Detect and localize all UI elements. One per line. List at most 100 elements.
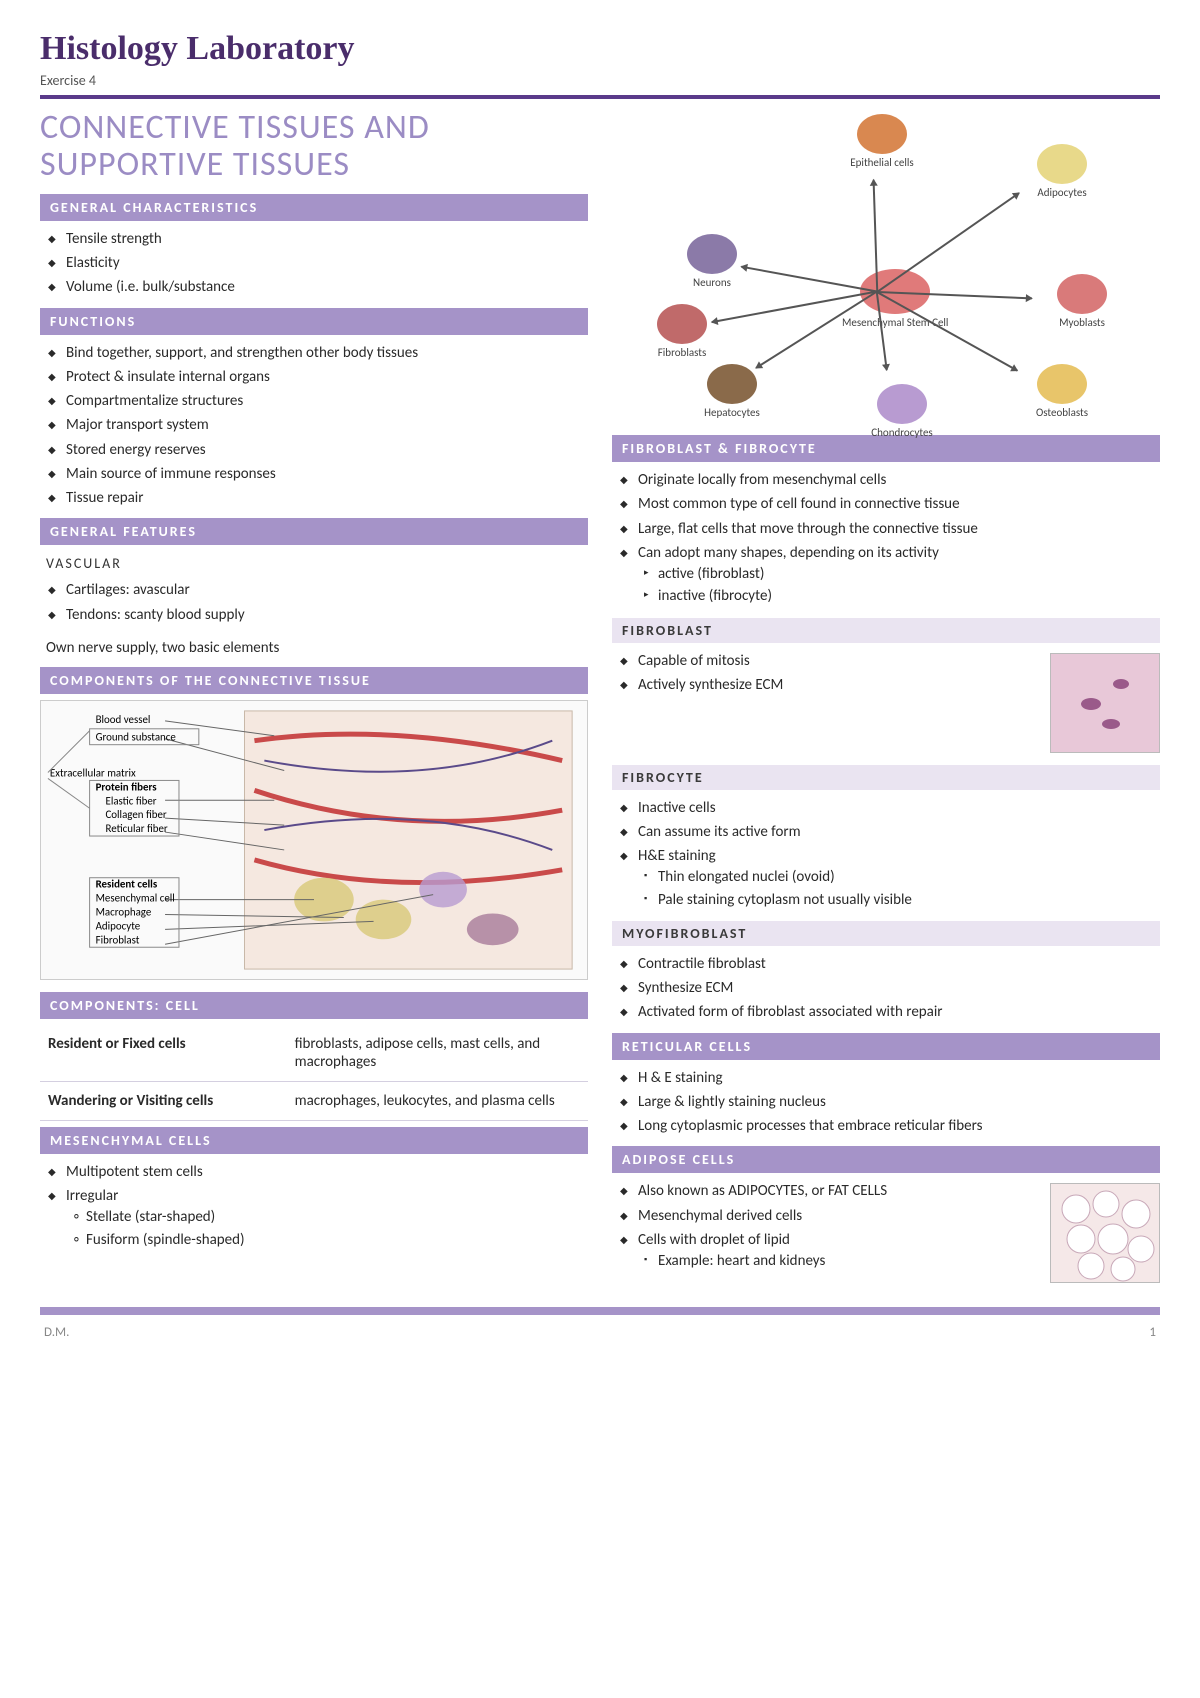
stemcell-node: Epithelial cells — [842, 114, 922, 169]
figure-stemcell: Mesenchymal Stem Cell NeuronsEpithelial … — [612, 109, 1160, 429]
sec-general-features: GENERAL FEATURES — [40, 518, 588, 545]
list-item: Stored energy reserves — [66, 438, 588, 462]
list-item: Fusiform (spindle-shaped) — [86, 1229, 588, 1251]
list-item: Stellate (star-shaped) — [86, 1206, 588, 1228]
sublist: active (fibroblast) inactive (fibrocyte) — [638, 563, 1160, 608]
components-svg: Blood vessel Ground substance Extracellu… — [41, 701, 587, 979]
header-rule — [40, 95, 1160, 99]
list-item: Volume (i.e. bulk/substance — [66, 275, 588, 299]
svg-text:Blood vessel: Blood vessel — [96, 713, 151, 726]
list-item: Bind together, support, and strengthen o… — [66, 341, 588, 365]
table-row: Wandering or Visiting cells macrophages,… — [40, 1081, 588, 1120]
course-title: Histology Laboratory — [40, 30, 1160, 68]
list-item: Tissue repair — [66, 486, 588, 510]
list-item: Example: heart and kidneys — [658, 1250, 1042, 1272]
list-item: Irregular Stellate (star-shaped) Fusifor… — [66, 1184, 588, 1253]
list-reticular: H & E staining Large & lightly staining … — [612, 1066, 1160, 1139]
list-item: Main source of immune responses — [66, 462, 588, 486]
sec-components-cell: COMPONENTS: CELL — [40, 992, 588, 1019]
list-item: Protect & insulate internal organs — [66, 365, 588, 389]
cell-key: Wandering or Visiting cells — [40, 1081, 287, 1120]
svg-text:Reticular fiber: Reticular fiber — [106, 822, 168, 835]
svg-text:Elastic fiber: Elastic fiber — [106, 794, 157, 807]
list-item: Elasticity — [66, 251, 588, 275]
sub-fibrocyte: FIBROCYTE — [612, 765, 1160, 790]
right-column: Mesenchymal Stem Cell NeuronsEpithelial … — [612, 109, 1160, 1287]
list-item: H&E staining Thin elongated nuclei (ovoi… — [638, 844, 1160, 913]
footer: D.M. 1 — [40, 1315, 1160, 1340]
svg-text:Mesenchymal cell: Mesenchymal cell — [96, 891, 175, 904]
footer-page: 1 — [1149, 1325, 1156, 1340]
list-item: Large, flat cells that move through the … — [638, 517, 1160, 541]
stemcell-node: Osteoblasts — [1022, 364, 1102, 419]
list-item: Tensile strength — [66, 227, 588, 251]
list-item: active (fibroblast) — [658, 563, 1160, 585]
sublist: Example: heart and kidneys — [638, 1250, 1042, 1272]
sec-general-characteristics: GENERAL CHARACTERISTICS — [40, 194, 588, 221]
sub-fibroblast: FIBROBLAST — [612, 618, 1160, 643]
cell-val: macrophages, leukocytes, and plasma cell… — [287, 1081, 588, 1120]
list-item: Cells with droplet of lipid Example: hea… — [638, 1228, 1042, 1275]
list-fibrocyte: Inactive cells Can assume its active for… — [612, 796, 1160, 913]
svg-text:Extracellular matrix: Extracellular matrix — [50, 766, 136, 779]
cell-key: Resident or Fixed cells — [40, 1025, 287, 1082]
list-item: Can assume its active form — [638, 820, 1160, 844]
sublist: Thin elongated nuclei (ovoid) Pale stain… — [638, 866, 1160, 911]
list-item: Also known as ADIPOCYTES, or FAT CELLS — [638, 1179, 1042, 1203]
stemcell-node: Fibroblasts — [642, 304, 722, 359]
svg-text:Protein fibers: Protein fibers — [96, 780, 158, 793]
list-item: Cartilages: avascular — [66, 578, 588, 602]
list-item: Synthesize ECM — [638, 976, 1160, 1000]
list-item: Pale staining cytoplasm not usually visi… — [658, 889, 1160, 911]
page-title: CONNECTIVE TISSUES AND SUPPORTIVE TISSUE… — [40, 109, 588, 184]
list-item: Mesenchymal derived cells — [638, 1204, 1042, 1228]
list-item: Contractile fibroblast — [638, 952, 1160, 976]
stemcell-node: Adipocytes — [1022, 144, 1102, 199]
svg-text:Collagen fiber: Collagen fiber — [106, 808, 167, 821]
table-row: Resident or Fixed cells fibroblasts, adi… — [40, 1025, 588, 1082]
list-item: Tendons: scanty blood supply — [66, 603, 588, 627]
sec-adipose: ADIPOSE CELLS — [612, 1146, 1160, 1173]
list-fibroblast: Capable of mitosis Actively synthesize E… — [612, 649, 1160, 698]
list-item: H & E staining — [638, 1066, 1160, 1090]
svg-text:Adipocyte: Adipocyte — [96, 919, 141, 932]
list-item: Compartmentalize structures — [66, 389, 588, 413]
sec-fibroblast-fibrocyte: FIBROBLAST & FIBROCYTE — [612, 435, 1160, 462]
note-nerve: Own nerve supply, two basic elements — [40, 635, 588, 661]
stemcell-node: Myoblasts — [1042, 274, 1122, 329]
list-adipose: Also known as ADIPOCYTES, or FAT CELLS M… — [612, 1179, 1042, 1274]
list-item: Thin elongated nuclei (ovoid) — [658, 866, 1160, 888]
list-fibro: Originate locally from mesenchymal cells… — [612, 468, 1160, 610]
svg-text:Ground substance: Ground substance — [96, 730, 177, 743]
left-column: CONNECTIVE TISSUES AND SUPPORTIVE TISSUE… — [40, 109, 588, 1287]
thumb-adipose — [1050, 1183, 1160, 1283]
list-general-characteristics: Tensile strength Elasticity Volume (i.e.… — [40, 227, 588, 300]
figure-components: Blood vessel Ground substance Extracellu… — [40, 700, 588, 980]
list-functions: Bind together, support, and strengthen o… — [40, 341, 588, 511]
sec-functions: FUNCTIONS — [40, 308, 588, 335]
sub-vascular: VASCULAR — [40, 551, 588, 574]
list-item: Major transport system — [66, 413, 588, 437]
content-columns: CONNECTIVE TISSUES AND SUPPORTIVE TISSUE… — [40, 109, 1160, 1287]
table-cell-components: Resident or Fixed cells fibroblasts, adi… — [40, 1025, 588, 1121]
list-item: inactive (fibrocyte) — [658, 585, 1160, 607]
list-item: Multipotent stem cells — [66, 1160, 588, 1184]
list-mesenchymal: Multipotent stem cells Irregular Stellat… — [40, 1160, 588, 1253]
list-item: Large & lightly staining nucleus — [638, 1090, 1160, 1114]
list-item: Originate locally from mesenchymal cells — [638, 468, 1160, 492]
list-item: Long cytoplasmic processes that embrace … — [638, 1114, 1160, 1138]
sec-components-tissue: COMPONENTS OF THE CONNECTIVE TISSUE — [40, 667, 588, 694]
list-item: Activated form of fibroblast associated … — [638, 1000, 1160, 1024]
list-item: Capable of mitosis — [638, 649, 1160, 673]
page-header: Histology Laboratory Exercise 4 — [40, 30, 1160, 99]
list-vascular: Cartilages: avascular Tendons: scanty bl… — [40, 578, 588, 627]
cell-val: fibroblasts, adipose cells, mast cells, … — [287, 1025, 588, 1082]
list-myo: Contractile fibroblast Synthesize ECM Ac… — [612, 952, 1160, 1025]
exercise-label: Exercise 4 — [40, 72, 1160, 89]
list-item: Can adopt many shapes, depending on its … — [638, 541, 1160, 610]
list-item: Most common type of cell found in connec… — [638, 492, 1160, 516]
sec-mesenchymal: MESENCHYMAL CELLS — [40, 1127, 588, 1154]
list-item: Actively synthesize ECM — [638, 673, 1160, 697]
stemcell-node: Neurons — [672, 234, 752, 289]
svg-text:Resident cells: Resident cells — [96, 877, 158, 890]
